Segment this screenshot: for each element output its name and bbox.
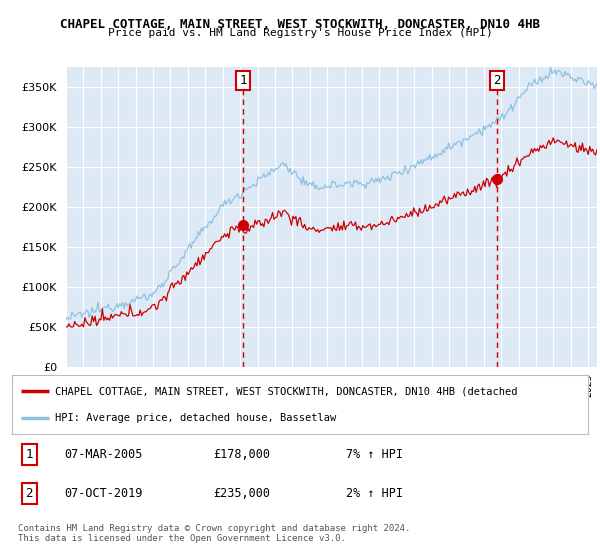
Text: 1: 1 [239, 74, 247, 87]
Text: CHAPEL COTTAGE, MAIN STREET, WEST STOCKWITH, DONCASTER, DN10 4HB: CHAPEL COTTAGE, MAIN STREET, WEST STOCKW… [60, 18, 540, 31]
Text: HPI: Average price, detached house, Bassetlaw: HPI: Average price, detached house, Bass… [55, 413, 337, 423]
Text: 2: 2 [493, 74, 501, 87]
Text: Contains HM Land Registry data © Crown copyright and database right 2024.
This d: Contains HM Land Registry data © Crown c… [18, 524, 410, 543]
Text: £235,000: £235,000 [214, 487, 271, 500]
Text: 1: 1 [26, 448, 33, 461]
Text: CHAPEL COTTAGE, MAIN STREET, WEST STOCKWITH, DONCASTER, DN10 4HB (detached: CHAPEL COTTAGE, MAIN STREET, WEST STOCKW… [55, 386, 518, 396]
Text: Price paid vs. HM Land Registry's House Price Index (HPI): Price paid vs. HM Land Registry's House … [107, 28, 493, 38]
Text: £178,000: £178,000 [214, 448, 271, 461]
Text: 7% ↑ HPI: 7% ↑ HPI [346, 448, 403, 461]
Text: 2% ↑ HPI: 2% ↑ HPI [346, 487, 403, 500]
Text: 2: 2 [26, 487, 33, 500]
Text: 07-OCT-2019: 07-OCT-2019 [64, 487, 142, 500]
Text: 07-MAR-2005: 07-MAR-2005 [64, 448, 142, 461]
